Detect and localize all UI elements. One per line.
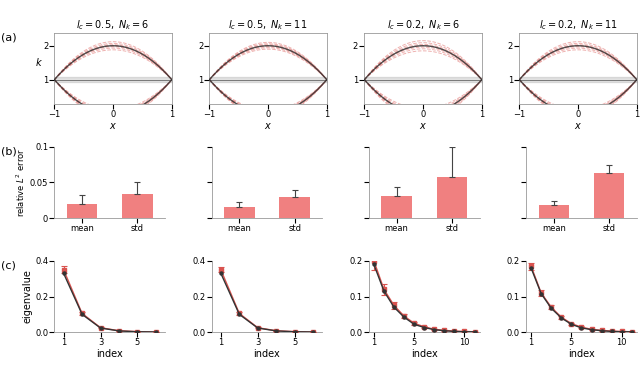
Text: (b): (b) [1,147,17,157]
Title: $l_c = 0.2,\ N_k = 6$: $l_c = 0.2,\ N_k = 6$ [387,19,460,32]
Y-axis label: $k$: $k$ [35,57,43,69]
X-axis label: $x$: $x$ [419,121,427,131]
Title: $l_c = 0.5,\ N_k = 6$: $l_c = 0.5,\ N_k = 6$ [76,19,150,32]
Bar [594,173,625,218]
Bar [538,205,569,218]
Text: (a): (a) [1,33,17,43]
Bar [436,177,467,218]
X-axis label: index: index [253,349,280,359]
Y-axis label: eigenvalue: eigenvalue [22,270,32,323]
X-axis label: $x$: $x$ [109,121,117,131]
X-axis label: index: index [568,349,595,359]
Bar [381,196,412,218]
Bar [280,197,310,218]
X-axis label: $x$: $x$ [574,121,582,131]
Bar [224,207,255,218]
Title: $l_c = 0.5,\ N_k = 11$: $l_c = 0.5,\ N_k = 11$ [228,19,308,32]
X-axis label: index: index [97,349,123,359]
Text: (c): (c) [1,261,16,271]
Title: $l_c = 0.2,\ N_k = 11$: $l_c = 0.2,\ N_k = 11$ [539,19,618,32]
Bar [67,204,97,218]
X-axis label: index: index [411,349,438,359]
X-axis label: $x$: $x$ [264,121,272,131]
Bar [122,194,153,218]
Y-axis label: relative $L^2$ error: relative $L^2$ error [15,148,27,217]
